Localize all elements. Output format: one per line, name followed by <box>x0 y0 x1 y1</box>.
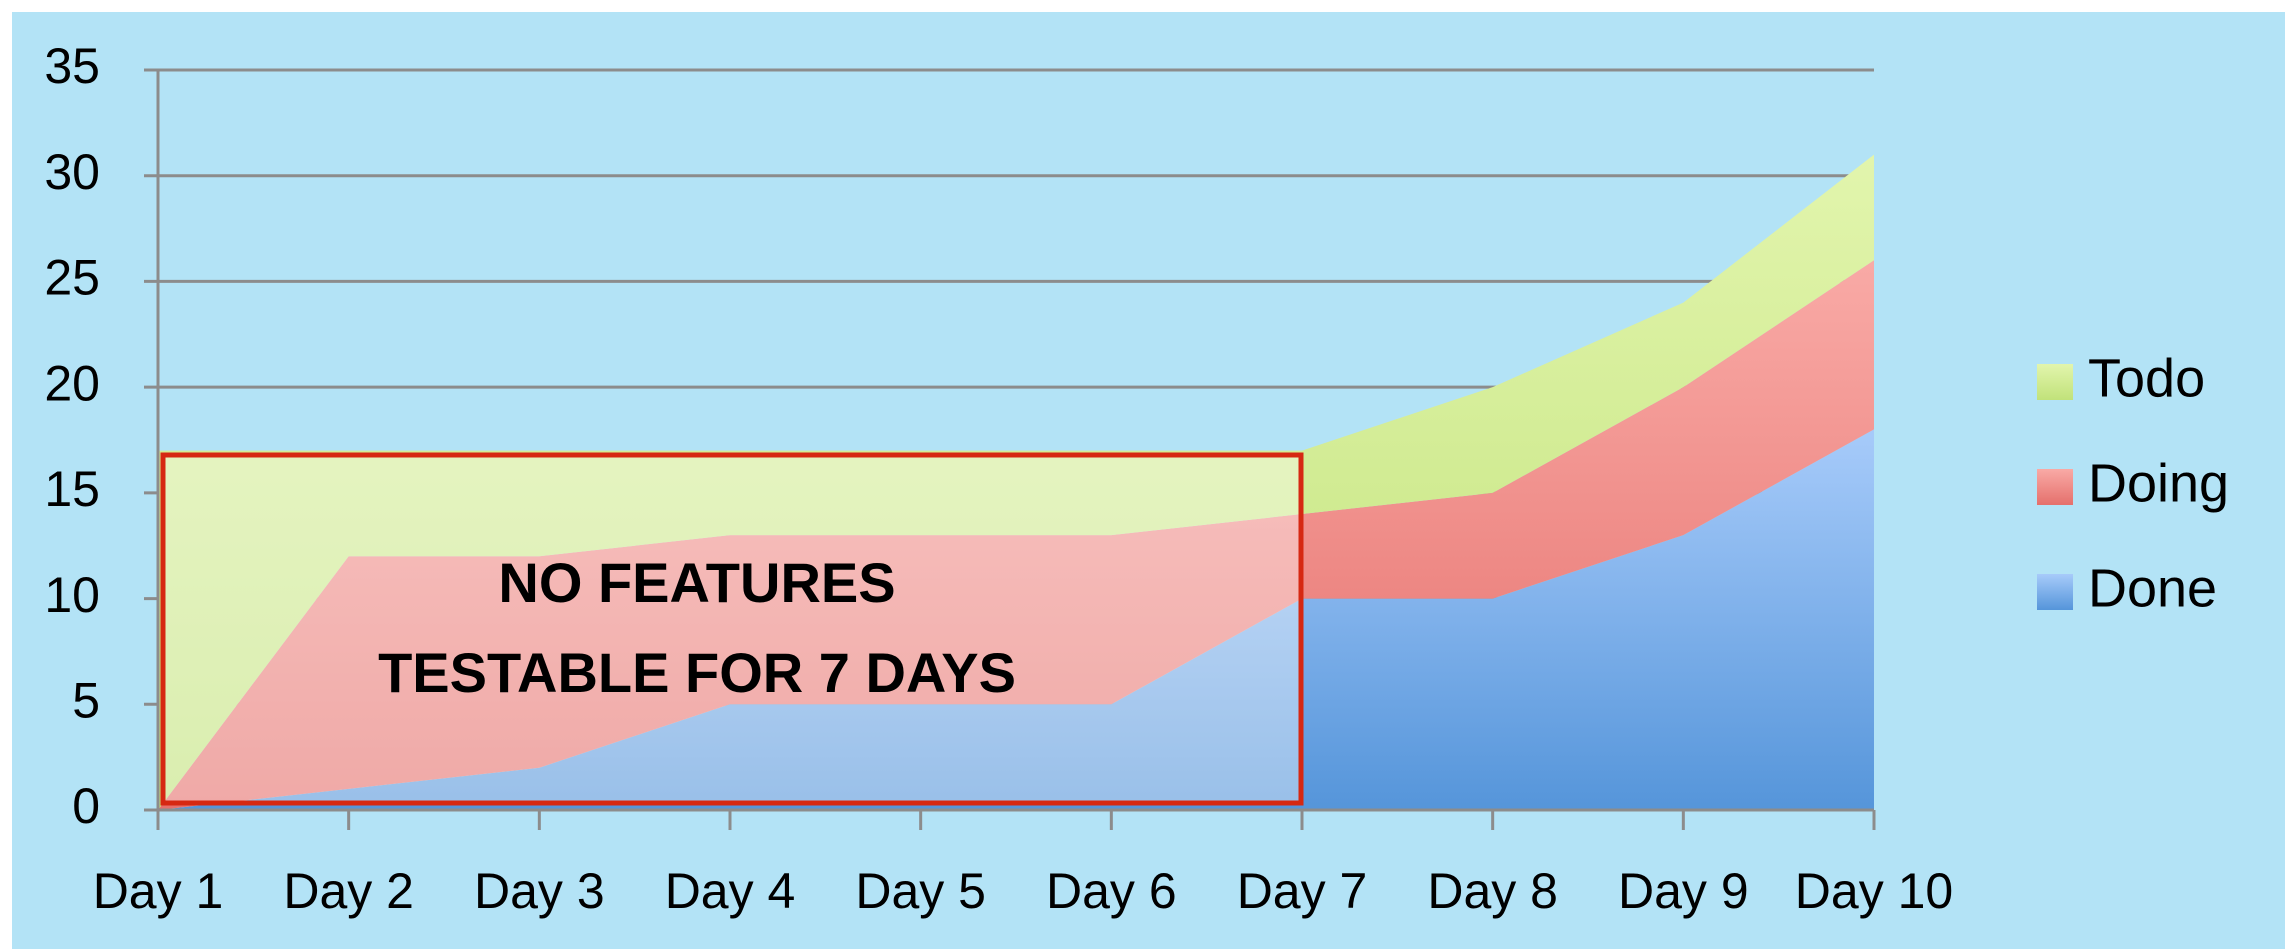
y-tick-label: 0 <box>72 778 100 834</box>
y-tick-label: 30 <box>44 144 100 200</box>
x-tick-label: Day 10 <box>1795 863 1953 919</box>
annotation: NO FEATURES <box>498 551 895 614</box>
y-tick-label: 10 <box>44 567 100 623</box>
area <box>158 260 1874 810</box>
y-tick-label: 20 <box>44 355 100 411</box>
legend-swatch <box>2037 574 2073 610</box>
x-tick-label: Day 8 <box>1427 863 1558 919</box>
legend-swatch <box>2037 469 2073 505</box>
x-tick-label: Day 9 <box>1618 863 1749 919</box>
area <box>158 429 1874 810</box>
legend-label: Todo <box>2088 348 2205 408</box>
x-tick-label: Day 2 <box>283 863 414 919</box>
legend-swatch <box>2037 364 2073 400</box>
legend-label: Doing <box>2088 453 2229 513</box>
x-tick-label: Day 6 <box>1046 863 1177 919</box>
x-tick-label: Day 7 <box>1237 863 1368 919</box>
y-tick-label: 35 <box>44 38 100 94</box>
legend-label: Done <box>2088 558 2217 618</box>
x-tick-label: Day 3 <box>474 863 605 919</box>
annotation: TESTABLE FOR 7 DAYS <box>378 641 1016 704</box>
y-tick-label: 15 <box>44 461 100 517</box>
x-tick-label: Day 5 <box>855 863 986 919</box>
y-tick-label: 25 <box>44 250 100 306</box>
area <box>158 154 1874 811</box>
highlight-box <box>160 452 1304 806</box>
x-tick-label: Day 1 <box>93 863 224 919</box>
y-tick-label: 5 <box>72 672 100 728</box>
x-tick-label: Day 4 <box>665 863 796 919</box>
